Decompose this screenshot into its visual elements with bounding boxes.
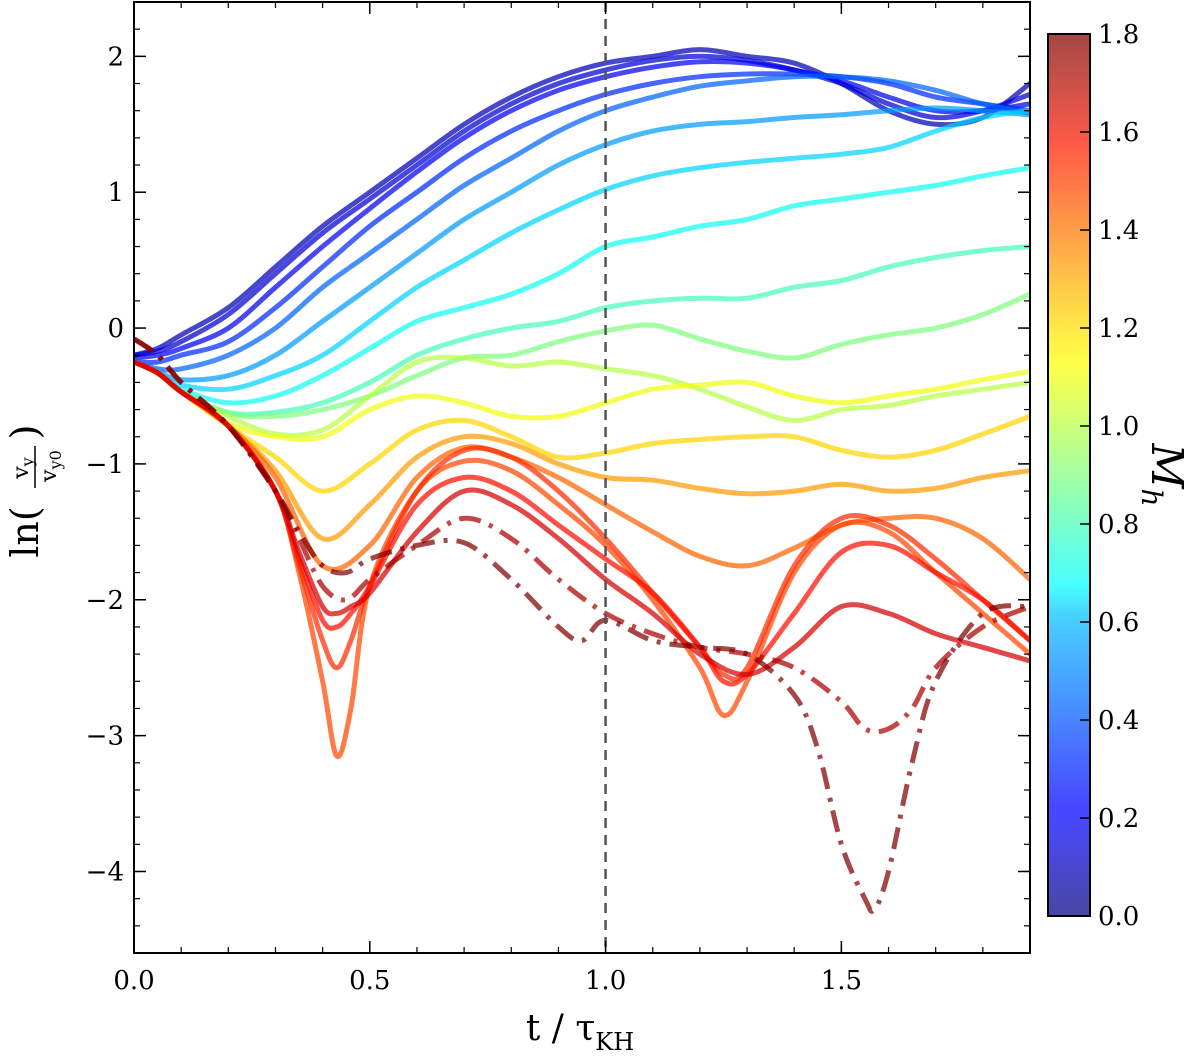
- y-tick-label: −3: [86, 722, 124, 752]
- series-line-19: [134, 336, 1030, 735]
- series-line-11: [134, 359, 1030, 442]
- y-axis-label: ln( vy vy0 ): [3, 425, 65, 558]
- y-tick-label: −2: [86, 586, 124, 616]
- series-line-20: [134, 336, 1030, 914]
- series-line-3: [134, 71, 1030, 366]
- colorbar-tick-label: 0.4: [1098, 706, 1139, 736]
- series-line-0: [134, 47, 1030, 358]
- x-axis: 0.0 0.5 1.0 1.5: [113, 2, 1031, 996]
- colorbar-tick-label: 1.8: [1098, 20, 1139, 50]
- colorbar-tick-label: 0.8: [1098, 510, 1139, 540]
- colorbar-label: Mh: [1135, 442, 1192, 506]
- x-axis-label: t / τKH: [526, 1008, 634, 1056]
- svg-text:): ): [3, 425, 47, 440]
- series-line-5: [134, 105, 1030, 383]
- svg-text:Mh: Mh: [1135, 442, 1192, 506]
- series-line-18: [134, 359, 1030, 678]
- colorbar-tick-label: 1.6: [1098, 118, 1139, 148]
- x-tick-label: 1.0: [585, 966, 626, 996]
- series-line-1: [134, 53, 1030, 358]
- x-tick-label: 0.5: [349, 966, 390, 996]
- colorbar-tick-label: 1.4: [1098, 216, 1139, 246]
- series-line-4: [134, 73, 1030, 373]
- x-tick-label: 0.0: [113, 966, 154, 996]
- y-tick-label: −1: [86, 450, 124, 480]
- y-axis: 2 1 0 −1 −2 −3 −4: [86, 1, 1030, 927]
- svg-text:ln(: ln(: [3, 506, 47, 557]
- series-line-6: [134, 108, 1030, 393]
- colorbar-tick-label: 0.2: [1098, 804, 1139, 834]
- y-label-denominator: vy0: [37, 450, 65, 483]
- plot-frame: [133, 1, 1031, 954]
- colorbar-frame: [1047, 33, 1091, 917]
- series-line-2: [134, 59, 1030, 361]
- colorbar: [1048, 34, 1090, 916]
- x-tick-label: 1.5: [821, 966, 862, 996]
- series-layer: [134, 47, 1030, 914]
- colorbar-tick-label: 0.0: [1098, 902, 1139, 932]
- colorbar-tick-label: 0.6: [1098, 608, 1139, 638]
- series-line-10: [134, 354, 1030, 438]
- y-label-numerator: vy: [9, 457, 37, 479]
- colorbar-tick-label: 1.0: [1098, 412, 1139, 442]
- series-line-9: [134, 291, 1030, 420]
- y-tick-label: −4: [86, 857, 124, 887]
- y-tick-label: 2: [107, 42, 124, 72]
- y-tick-label: 0: [107, 314, 124, 344]
- y-tick-label: 1: [107, 178, 124, 208]
- colorbar-tick-label: 1.2: [1098, 314, 1139, 344]
- series-line-7: [134, 165, 1030, 406]
- colorbar-axis: 0.0 0.2 0.4 0.6 0.8 1.0 1.2 1.4 1.6 1.8: [1080, 20, 1139, 932]
